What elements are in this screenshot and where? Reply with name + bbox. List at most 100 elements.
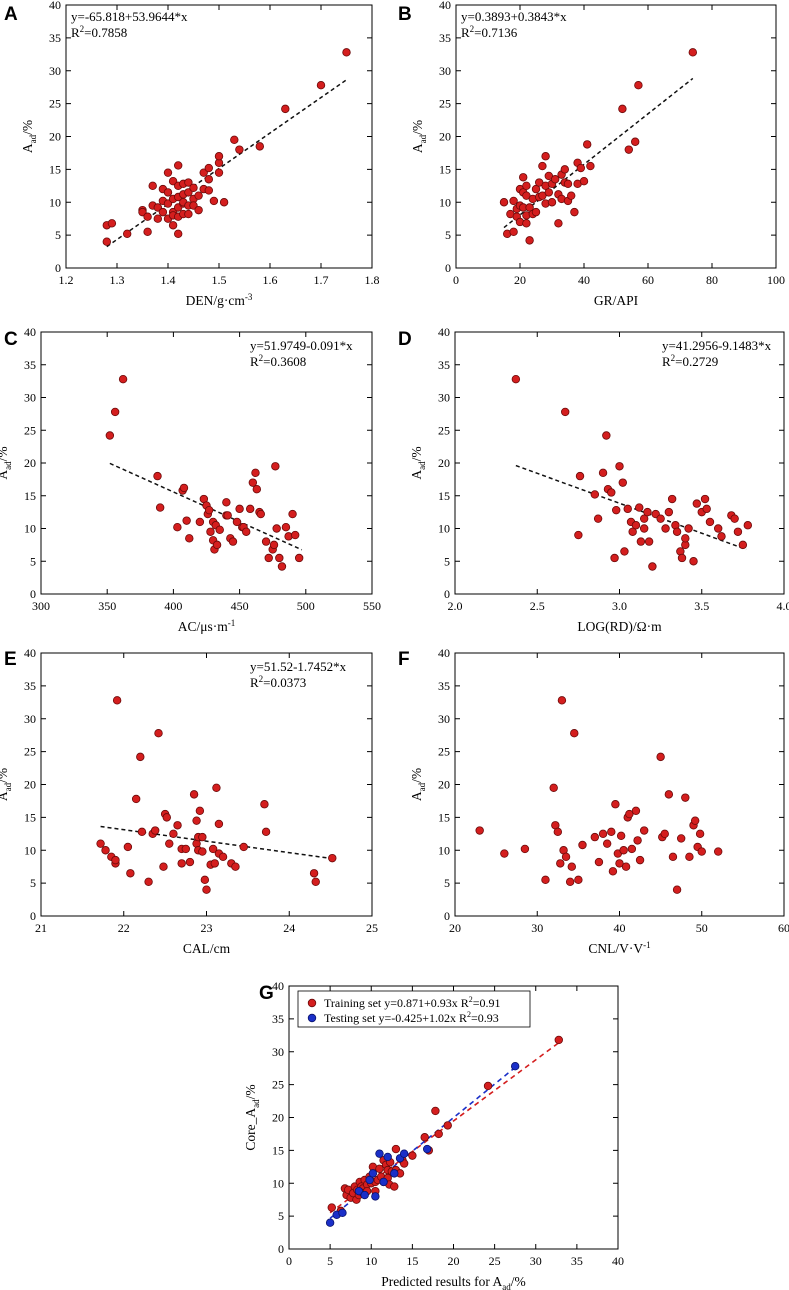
testing-point <box>325 1218 335 1227</box>
data-point <box>664 507 674 517</box>
data-point <box>165 839 174 848</box>
training-point <box>391 1144 401 1154</box>
y-tick-label: 25 <box>24 423 36 437</box>
y-tick-label: 10 <box>438 522 450 536</box>
y-tick-label: 10 <box>24 522 36 536</box>
y-tick-label: 40 <box>49 0 61 12</box>
y-tick-label: 35 <box>49 31 61 45</box>
fit-line <box>503 77 694 229</box>
data-point <box>608 867 618 876</box>
data-point <box>690 816 700 825</box>
data-point <box>214 152 224 161</box>
data-point <box>181 844 191 854</box>
x-tick-label: 350 <box>98 599 116 613</box>
data-point <box>204 163 213 173</box>
x-tick-label: 2.0 <box>448 599 463 613</box>
y-tick-label: 20 <box>49 130 61 144</box>
data-point <box>676 834 686 843</box>
data-point <box>212 783 221 792</box>
x-tick-label: 1.8 <box>365 273 380 287</box>
x-tick-label: 4.0 <box>777 599 789 613</box>
fit-r2: R2=0.0373 <box>250 674 306 690</box>
data-point <box>101 846 110 855</box>
data-point <box>681 793 690 802</box>
y-tick-label: 5 <box>445 228 451 242</box>
data-point <box>112 696 122 705</box>
data-point <box>619 846 628 855</box>
data-point <box>228 537 238 546</box>
data-point <box>511 374 521 384</box>
testing-point <box>360 1190 369 1200</box>
data-point <box>541 152 550 161</box>
data-point <box>631 137 640 146</box>
data-point <box>235 504 244 514</box>
x-tick-label: 24 <box>283 921 295 935</box>
fit-equation: y=51.9749-0.091*x <box>250 338 353 353</box>
data-point <box>291 530 300 540</box>
data-point <box>173 522 182 532</box>
y-tick-label: 40 <box>24 646 36 660</box>
y-tick-label: 0 <box>278 1242 284 1256</box>
y-tick-label: 5 <box>30 876 36 890</box>
data-point <box>639 524 649 533</box>
y-tick-label: 35 <box>24 358 36 372</box>
data-point <box>618 104 627 114</box>
data-point <box>594 857 604 867</box>
data-point <box>570 729 579 738</box>
data-point <box>509 196 518 206</box>
x-tick-label: 1.5 <box>212 273 227 287</box>
y-tick-label: 0 <box>445 261 451 275</box>
data-point <box>260 800 269 809</box>
data-point <box>631 806 641 815</box>
y-tick-label: 35 <box>24 679 36 693</box>
data-point <box>616 831 626 840</box>
training-point <box>408 1151 417 1160</box>
data-point <box>668 852 678 862</box>
x-tick-label: 0 <box>286 1254 292 1268</box>
training-point <box>431 1106 440 1116</box>
y-axis-label: Core_Aad/% <box>243 1084 261 1150</box>
y-tick-label: 0 <box>444 587 450 601</box>
data-point <box>689 557 698 566</box>
x-tick-label: 40 <box>578 273 590 287</box>
legend-marker <box>307 1013 317 1023</box>
fit-r2: R2=0.2729 <box>662 353 718 369</box>
x-tick-label: 15 <box>406 1254 418 1268</box>
x-tick-label: 25 <box>366 921 378 935</box>
plot-area <box>511 374 753 571</box>
data-point <box>111 855 120 865</box>
testing-point <box>390 1169 399 1178</box>
data-point <box>611 800 620 809</box>
data-point <box>684 524 693 533</box>
testing-point <box>379 1177 388 1187</box>
y-tick-label: 5 <box>30 554 36 568</box>
y-tick-label: 10 <box>438 843 450 857</box>
data-point <box>198 847 207 856</box>
data-point <box>639 826 649 835</box>
data-point <box>541 875 550 885</box>
data-point <box>598 829 608 839</box>
data-point <box>743 521 753 530</box>
x-tick-label: 0 <box>453 273 459 287</box>
data-point <box>544 188 553 197</box>
x-tick-label: 100 <box>767 273 785 287</box>
data-point <box>525 203 534 212</box>
x-tick-label: 1.6 <box>263 273 278 287</box>
data-point <box>636 537 646 546</box>
data-point <box>136 752 145 762</box>
data-point <box>261 827 271 837</box>
testing-point <box>365 1175 374 1185</box>
x-tick-label: 550 <box>363 599 381 613</box>
data-point <box>602 839 612 848</box>
data-point <box>656 752 665 762</box>
y-tick-label: 15 <box>439 162 451 176</box>
chart-panel-g: 0 5 10 15 20 25 30 35 40 0 5 10 15 20 25 30 35 40 Predicte… <box>243 979 624 1290</box>
data-point <box>122 229 132 239</box>
y-tick-label: 20 <box>438 456 450 470</box>
plot-area <box>499 48 697 245</box>
data-point <box>153 471 162 481</box>
data-point <box>288 509 297 519</box>
data-point <box>102 237 111 246</box>
y-tick-label: 35 <box>438 358 450 372</box>
data-point <box>194 205 203 215</box>
